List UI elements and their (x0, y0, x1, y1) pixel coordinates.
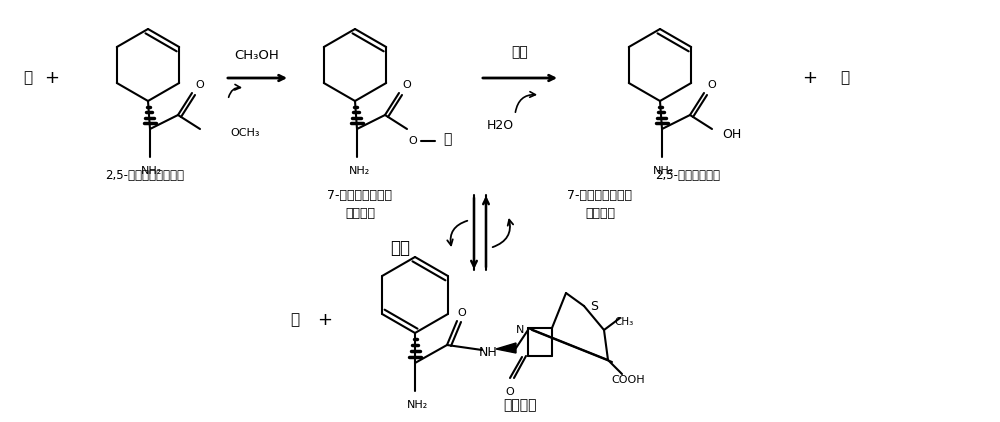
Text: OH: OH (722, 129, 742, 141)
Text: 酶: 酶 (443, 132, 451, 146)
Text: S: S (590, 300, 598, 313)
Text: COOH: COOH (611, 375, 645, 385)
Text: NH₂: NH₂ (141, 166, 163, 176)
Text: 头孢拉定: 头孢拉定 (503, 398, 537, 412)
Text: O: O (196, 80, 204, 90)
Text: O: O (506, 387, 514, 397)
Text: CH₃OH: CH₃OH (235, 49, 279, 62)
Text: OCH₃: OCH₃ (230, 128, 260, 138)
Text: 头孢烷酸: 头孢烷酸 (585, 206, 615, 219)
Text: NH₂: NH₂ (348, 166, 370, 176)
Text: +: + (44, 69, 60, 87)
Text: 2,5-二氯苯甘氨酸甲酯: 2,5-二氯苯甘氨酸甲酯 (106, 168, 184, 181)
Text: 合成: 合成 (390, 239, 410, 257)
Text: +: + (802, 69, 818, 87)
Text: 2,5-二氯苯甘氨酸: 2,5-二氯苯甘氨酸 (656, 168, 720, 181)
Text: NH: NH (479, 346, 497, 360)
Text: 头孢烷酸: 头孢烷酸 (345, 206, 375, 219)
Text: O: O (458, 308, 466, 318)
Text: O: O (708, 80, 716, 90)
Text: O: O (403, 80, 411, 90)
Text: 7-氨基去乙酰氧基: 7-氨基去乙酰氧基 (328, 189, 392, 201)
Polygon shape (496, 343, 516, 353)
Text: +: + (318, 311, 332, 329)
Text: CH₃: CH₃ (614, 317, 634, 327)
Text: 酶: 酶 (290, 313, 300, 327)
Text: 酶: 酶 (840, 70, 850, 86)
Text: 酶: 酶 (23, 70, 33, 86)
Text: NH₂: NH₂ (406, 400, 428, 410)
Text: 7-氨基去乙酰氧基: 7-氨基去乙酰氧基 (568, 189, 633, 201)
Text: N: N (516, 325, 524, 335)
Text: H2O: H2O (486, 119, 514, 132)
Text: O: O (409, 136, 417, 146)
Text: NH₂: NH₂ (653, 166, 675, 176)
Text: 水解: 水解 (512, 45, 528, 59)
